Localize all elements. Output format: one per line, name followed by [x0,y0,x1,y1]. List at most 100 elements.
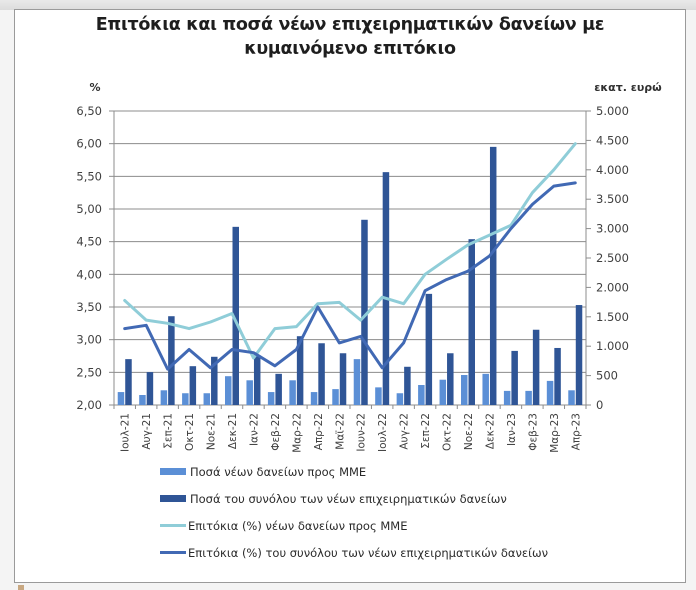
chart-title: Επιτόκια και ποσά νέων επιχειρηματικών δ… [30,13,670,61]
legend-item-sme-amount: Ποσά νέων δανείων προς ΜΜΕ [160,462,600,481]
bar-total-amount [532,329,540,405]
left-axis-tick-label: 3,00 [76,333,102,347]
line-total-rate [123,181,577,371]
bar-total-amount [425,293,433,405]
bottom-marker-icon [18,585,24,590]
x-axis-category-label: Ιαν-23 [506,413,518,446]
x-axis-category-label: Αυγ-22 [399,413,411,450]
bar-total-amount [489,146,497,406]
right-axis-tick-label: 4.500 [596,133,629,147]
legend-label: Ποσά νέων δανείων προς ΜΜΕ [190,464,367,479]
right-axis-tick-label: 3.000 [596,222,629,236]
bar-sme-amount [139,395,146,405]
bar-total-amount [253,355,261,405]
x-axis-category-label: Ιουν-22 [356,413,368,452]
bar-sme-amount [375,387,382,405]
x-axis-category-label: Ιουλ-21 [120,413,132,452]
x-axis-category-label: Νοε-22 [463,413,475,450]
bar-total-amount [575,305,583,405]
bar-total-amount [189,366,197,405]
legend-swatch-sme-line [160,524,186,527]
left-axis-unit: % [89,81,100,94]
legend-label: Ποσά του συνόλου των νέων επιχειρηματικώ… [190,491,507,506]
left-axis-tick-label: 6,50 [76,104,102,118]
x-axis-category-label: Σεπ-22 [420,413,432,449]
bar-sme-amount [225,376,232,405]
right-axis-tick-label: 4.000 [596,163,629,177]
right-axis-tick-label: 1.000 [596,339,629,353]
x-axis-category-label: Μαϊ-22 [334,413,346,450]
bar-sme-amount [246,380,253,405]
left-axis-tick-label: 4,50 [76,235,102,249]
bar-total-amount [339,353,347,405]
bar-total-amount [404,366,411,405]
bar-total-amount [211,356,218,405]
bottom-strip [0,584,696,590]
bar-sme-amount [203,393,211,405]
left-axis-tick-label: 3,50 [76,300,102,314]
right-axis-tick-label: 500 [596,369,618,383]
x-axis-category-label: Απρ-22 [313,413,325,450]
x-axis-category-label: Νοε-21 [206,413,218,450]
left-axis-tick-label: 5,00 [76,202,102,216]
bar-sme-amount [482,373,489,405]
bar-sme-amount [310,392,318,405]
x-axis-category-label: Ιαν-22 [248,413,260,446]
x-axis-category-label: Σεπ-21 [163,413,175,449]
legend-item-total-rate: Επιτόκια (%) του συνόλου των νέων επιχει… [160,543,600,562]
left-axis-tick-label: 6,00 [76,137,102,151]
bar-total-amount [125,359,132,405]
bar-sme-amount [546,380,554,405]
bar-total-amount [511,350,518,405]
right-axis-tick-label: 2.500 [596,251,629,265]
bar-sme-amount [353,359,361,405]
legend-item-sme-rate: Επιτόκια (%) νέων δανείων προς ΜΜΕ [160,516,600,535]
x-axis-category-label: Δεκ-22 [484,413,496,449]
bar-total-amount [232,226,239,405]
right-axis-tick-label: 3.500 [596,192,629,206]
x-axis-category-label: Απρ-23 [570,413,582,450]
bar-sme-amount [289,380,296,405]
right-axis-tick-label: 5.000 [596,104,629,118]
x-axis-category-label: Φεβ-22 [270,413,282,451]
chart-title-line1: Επιτόκια και ποσά νέων επιχειρηματικών δ… [95,15,605,35]
bar-total-amount [554,347,561,405]
bar-total-amount [275,373,282,405]
bar-total-amount [318,343,325,405]
legend-label: Επιτόκια (%) του συνόλου των νέων επιχει… [188,545,549,560]
bar-total-amount [296,336,304,405]
bar-sme-amount [503,390,511,405]
legend-swatch-sme-bar [160,468,186,475]
bar-sme-amount [418,385,425,405]
bar-sme-amount [117,392,125,405]
bar-sme-amount [396,393,404,405]
window-top-strip [0,0,696,10]
legend-swatch-total-line [160,551,186,554]
x-axis-category-label: Μαρ-23 [549,413,561,453]
x-axis-category-label: Μαρ-22 [291,413,303,453]
x-axis-category-label: Οκτ-21 [184,413,196,451]
bar-sme-amount [267,392,275,405]
bar-sme-amount [525,390,532,405]
bar-sme-amount [160,390,168,405]
left-axis-tick-label: 4,00 [76,267,102,281]
bar-sme-amount [182,393,189,405]
x-axis-category-label: Οκτ-22 [442,413,454,451]
bar-total-amount [447,353,454,405]
bar-total-amount [382,172,390,405]
bar-total-amount [146,372,154,405]
legend-item-total-amount: Ποσά του συνόλου των νέων επιχειρηματικώ… [160,489,600,508]
right-axis-unit: εκατ. ευρώ [594,81,662,94]
x-axis-category-label: Δεκ-21 [227,413,239,449]
right-axis-tick-label: 0 [596,398,603,412]
bar-sme-amount [439,379,447,405]
left-axis-tick-label: 2,00 [76,398,102,412]
legend-label: Επιτόκια (%) νέων δανείων προς ΜΜΕ [188,518,408,533]
bar-total-amount [468,239,475,405]
bar-total-amount [361,219,368,405]
right-axis-tick-label: 1.500 [596,310,629,324]
right-axis-tick-label: 2.000 [596,280,629,294]
bar-total-amount [168,316,175,405]
chart-legend: Ποσά νέων δανείων προς ΜΜΕ Ποσά του συνό… [160,462,600,570]
